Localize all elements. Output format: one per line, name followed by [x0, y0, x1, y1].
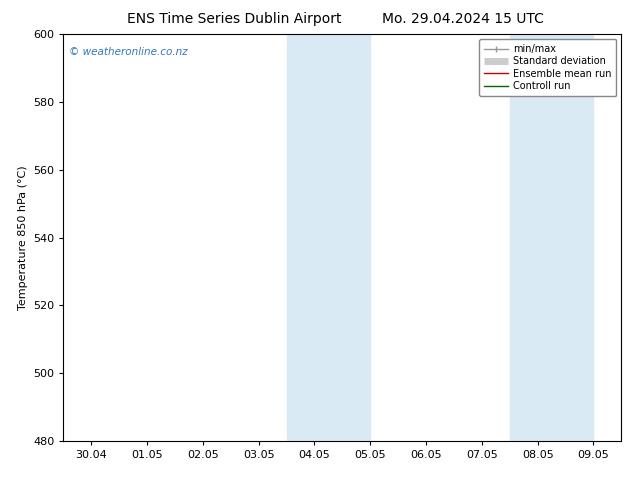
Text: © weatheronline.co.nz: © weatheronline.co.nz	[69, 47, 188, 56]
Legend: min/max, Standard deviation, Ensemble mean run, Controll run: min/max, Standard deviation, Ensemble me…	[479, 39, 616, 96]
Y-axis label: Temperature 850 hPa (°C): Temperature 850 hPa (°C)	[18, 165, 27, 310]
Bar	[287, 34, 370, 441]
Bar	[510, 34, 593, 441]
Text: ENS Time Series Dublin Airport: ENS Time Series Dublin Airport	[127, 12, 342, 26]
Text: Mo. 29.04.2024 15 UTC: Mo. 29.04.2024 15 UTC	[382, 12, 544, 26]
